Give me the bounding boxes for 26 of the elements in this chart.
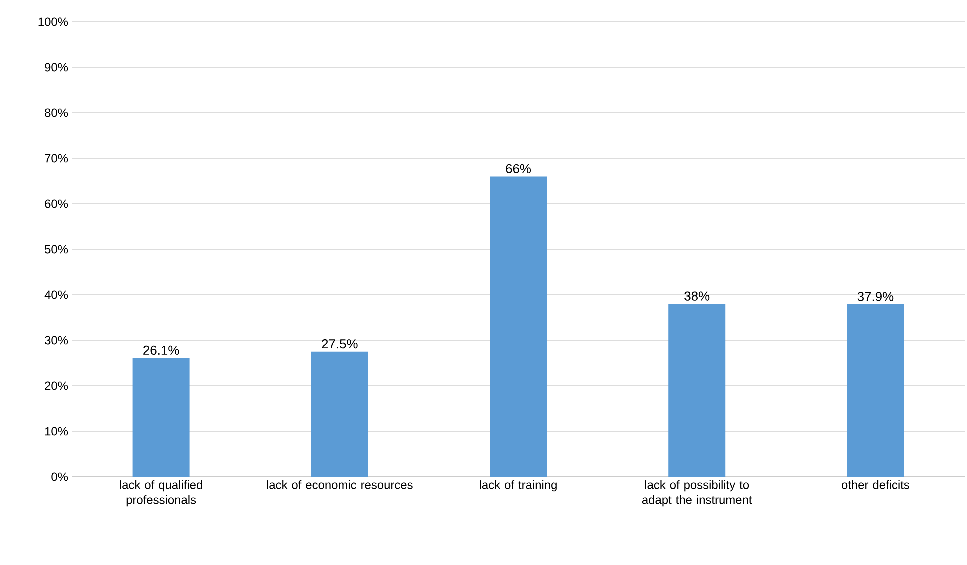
y-tick-label: 20%: [45, 382, 68, 390]
data-label: 26.1%: [144, 346, 180, 356]
y-tick-label: 90%: [45, 63, 68, 72]
x-tick-label: lack of qualified professionals: [120, 480, 202, 507]
x-tick-label: other deficits: [842, 480, 910, 490]
x-tick-label: lack of possibility to adapt the instrument: [642, 480, 752, 507]
data-label: 66%: [506, 164, 532, 174]
x-tick-label: lack of economic resources: [267, 480, 413, 490]
y-tick-label: 0%: [52, 472, 68, 482]
bar: [132, 358, 190, 477]
data-label: 27.5%: [322, 340, 358, 349]
bar: [490, 176, 548, 477]
bar: [311, 352, 368, 477]
y-tick-label: 80%: [45, 108, 68, 118]
data-label: 38%: [684, 292, 710, 301]
y-tick-label: 30%: [45, 336, 68, 345]
x-tick-label: lack of training: [480, 480, 557, 492]
y-tick-label: 70%: [45, 154, 68, 163]
bar: [847, 304, 904, 477]
y-tick-label: 100%: [38, 18, 68, 26]
y-tick-label: 10%: [45, 427, 68, 436]
y-tick-label: 50%: [45, 245, 68, 254]
y-tick-label: 40%: [44, 290, 68, 300]
y-tick-label: 60%: [45, 200, 68, 208]
data-label: 37.9%: [858, 292, 894, 302]
bar: [668, 304, 726, 477]
